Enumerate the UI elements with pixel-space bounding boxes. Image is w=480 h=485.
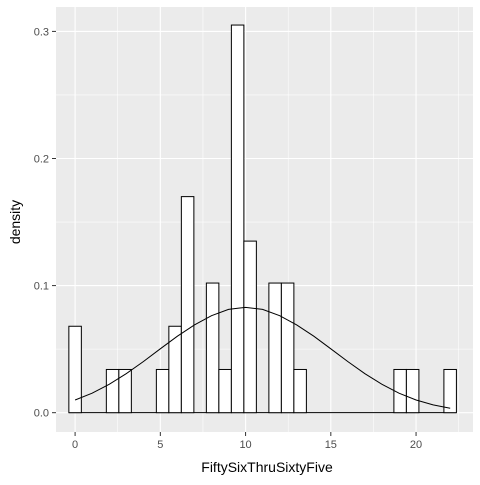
x-axis-title: FiftySixThruSixtyFive (201, 459, 333, 475)
histogram-bar (68, 325, 82, 414)
x-axis: 0 5 10 15 20 (72, 432, 422, 451)
histogram-bar (205, 282, 220, 414)
y-tick-label: 0.3 (34, 26, 49, 38)
histogram-bar (168, 325, 182, 414)
histogram-bar (405, 368, 420, 414)
histogram-bar (280, 282, 295, 414)
y-axis: 0.0 0.1 0.2 0.3 (34, 26, 56, 420)
histogram-bar (180, 196, 195, 414)
histogram-bar (268, 282, 282, 414)
x-tick-label: 10 (239, 439, 251, 451)
histogram-bar (243, 240, 257, 414)
x-tick-label: 15 (325, 439, 337, 451)
y-axis-title: density (7, 200, 23, 244)
y-tick-label: 0.0 (34, 408, 49, 420)
histogram-bar (230, 24, 245, 414)
x-tick-label: 20 (410, 439, 422, 451)
histogram-bar (293, 368, 307, 414)
y-tick-label: 0.2 (34, 153, 49, 165)
histogram-bar (105, 368, 120, 414)
histogram-bar (443, 368, 457, 414)
panel-background (56, 7, 473, 432)
x-tick-label: 0 (72, 439, 78, 451)
plot-panel (56, 7, 473, 432)
y-tick-label: 0.1 (34, 281, 49, 293)
histogram-bar (118, 368, 132, 414)
histogram-bar (218, 368, 232, 414)
density-curve-group (74, 306, 451, 409)
histogram-bars (68, 24, 457, 414)
histogram-bar (155, 368, 170, 414)
x-tick-label: 5 (157, 439, 163, 451)
density-curve (74, 306, 451, 409)
